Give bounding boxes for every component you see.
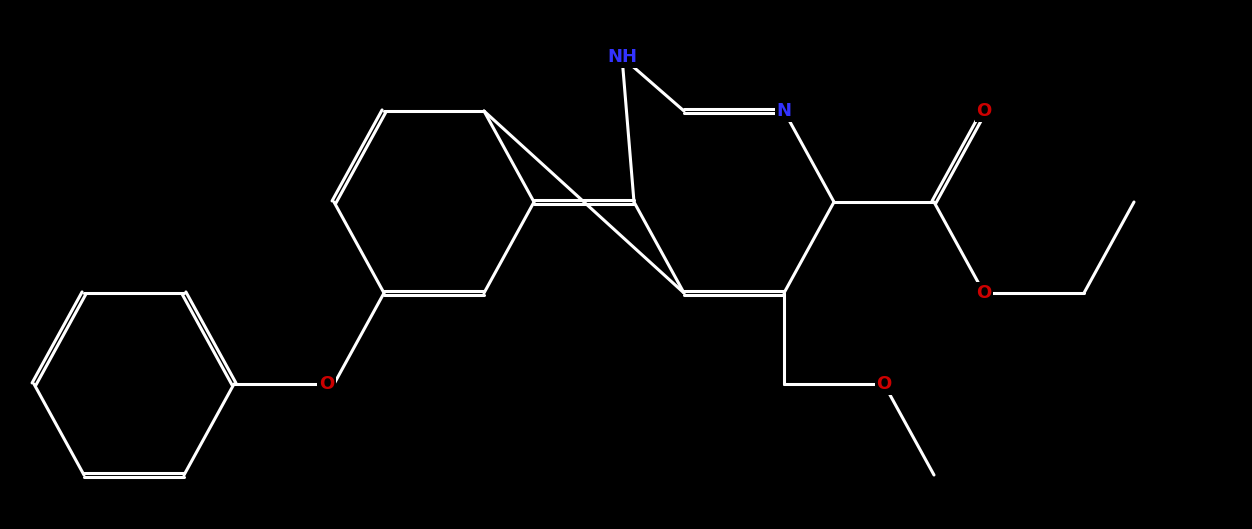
Text: O: O (977, 102, 992, 120)
Text: O: O (319, 375, 334, 393)
Text: NH: NH (607, 48, 637, 66)
Text: O: O (977, 284, 992, 302)
Text: O: O (876, 375, 891, 393)
Text: N: N (776, 102, 791, 120)
